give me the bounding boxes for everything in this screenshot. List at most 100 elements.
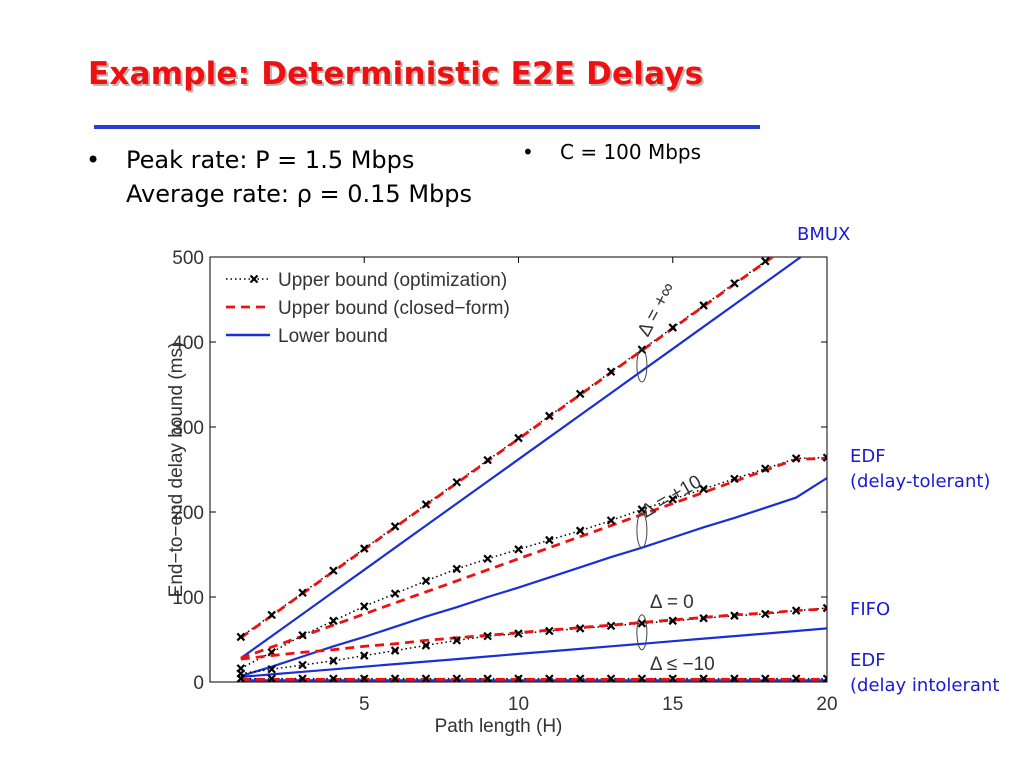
x-marker-stroke xyxy=(668,616,678,626)
legend-swatch-marker xyxy=(249,274,259,284)
optimization-point xyxy=(637,505,647,514)
x-marker-stroke xyxy=(730,674,739,682)
optimization-point xyxy=(545,535,554,545)
optimization-point xyxy=(298,674,307,682)
label-edf-intolerant: EDF (delay intolerant xyxy=(850,648,999,698)
x-marker-stroke xyxy=(452,674,462,682)
x-marker-stroke xyxy=(483,554,492,564)
x-marker-stroke xyxy=(606,516,616,525)
optimization-point xyxy=(452,636,462,645)
optimization-point xyxy=(390,646,400,655)
x-marker-stroke xyxy=(822,677,827,682)
optimization-point xyxy=(699,613,708,623)
optimization-point xyxy=(236,674,246,682)
optimization-point xyxy=(730,674,739,682)
legend-label: Upper bound (optimization) xyxy=(278,270,507,291)
label-edf-intolerant-line1: EDF xyxy=(850,650,886,671)
optimization-point xyxy=(514,629,523,638)
optimization-point xyxy=(637,674,647,682)
x-marker-stroke xyxy=(575,674,585,682)
optimization-point xyxy=(514,433,523,443)
optimization-point xyxy=(359,602,369,611)
optimization-point xyxy=(421,576,431,586)
y-tick-label: 200 xyxy=(172,503,204,524)
x-marker-stroke xyxy=(483,631,492,641)
x-marker-stroke xyxy=(668,674,678,682)
x-marker-stroke xyxy=(298,674,307,682)
bullet-marker: • xyxy=(86,146,101,174)
optimization-point xyxy=(452,674,462,682)
x-marker-stroke xyxy=(452,564,462,574)
optimization-point xyxy=(699,301,708,310)
optimization-point xyxy=(421,500,431,509)
optimization-point xyxy=(298,660,307,670)
delay-bound-chart: 0 100 200 300 400 500 5 10 15 20 Path length (H) En… xyxy=(168,248,838,737)
x-marker-stroke xyxy=(298,660,307,670)
delta-annotation: Δ ≤ −10 xyxy=(650,654,715,675)
x-marker-stroke xyxy=(637,619,647,628)
x-marker-stroke xyxy=(761,609,770,619)
x-marker-stroke xyxy=(390,646,400,655)
optimization-point xyxy=(483,674,492,682)
optimization-point xyxy=(390,589,400,598)
optimization-point xyxy=(637,619,647,628)
x-axis-label: Path length (H) xyxy=(435,716,563,737)
optimization-point xyxy=(514,545,523,554)
x-marker-stroke xyxy=(359,544,369,553)
legend: Upper bound (optimization) Upper bound (c… xyxy=(216,263,566,357)
optimization-point xyxy=(452,477,462,487)
x-marker-stroke xyxy=(359,674,369,682)
x-marker-stroke xyxy=(267,664,276,674)
optimization-point xyxy=(730,279,739,288)
y-tick-label: 100 xyxy=(172,588,204,609)
peak-rate-text: Peak rate: P = 1.5 Mbps xyxy=(126,146,415,174)
x-marker-stroke xyxy=(822,603,827,610)
optimization-point xyxy=(761,609,770,619)
capacity-text: C = 100 Mbps xyxy=(560,140,702,164)
label-fifo: FIFO xyxy=(850,599,891,620)
optimization-point xyxy=(575,624,585,633)
optimization-point xyxy=(606,367,616,377)
x-marker-stroke xyxy=(421,500,431,509)
optimization-point xyxy=(791,454,801,463)
x-marker-stroke xyxy=(421,674,431,682)
bullet-marker: • xyxy=(522,140,534,164)
optimization-point xyxy=(390,522,400,531)
x-marker-stroke xyxy=(668,494,678,504)
x-tick-label: 10 xyxy=(508,694,529,715)
optimization-point xyxy=(575,526,585,535)
optimization-point xyxy=(699,674,708,682)
x-marker-stroke xyxy=(236,632,246,642)
x-marker-stroke xyxy=(575,526,585,535)
y-axis-label: End−to−end delay bound (ms) xyxy=(168,342,187,598)
label-edf-intolerant-line2: (delay intolerant xyxy=(850,675,1000,696)
x-marker-stroke xyxy=(545,626,554,636)
lower-bound-line xyxy=(240,477,827,678)
optimization-point xyxy=(421,674,431,682)
x-marker-stroke xyxy=(822,606,827,613)
optimization-point xyxy=(761,257,770,266)
optimization-point xyxy=(606,621,616,631)
x-marker-stroke xyxy=(514,629,523,638)
optimization-point xyxy=(329,674,338,682)
x-marker-stroke xyxy=(637,674,647,682)
optimization-point xyxy=(791,606,801,615)
optimization-point xyxy=(267,610,276,620)
optimization-point xyxy=(452,564,462,574)
optimization-point xyxy=(575,674,585,682)
lower-bound-line xyxy=(240,257,803,660)
x-marker-stroke xyxy=(606,674,616,682)
legend-label: Upper bound (closed−form) xyxy=(278,298,510,319)
x-marker-stroke xyxy=(483,674,492,682)
x-marker-stroke xyxy=(637,345,647,354)
optimization-point xyxy=(329,616,338,626)
x-marker-stroke xyxy=(267,647,276,657)
optimization-point xyxy=(359,544,369,553)
optimization-point xyxy=(668,494,678,504)
optimization-point xyxy=(514,674,523,682)
annotation-ellipse xyxy=(636,348,648,383)
annotation-ellipse xyxy=(636,614,648,651)
x-marker-stroke xyxy=(236,674,246,682)
label-edf-tolerant: EDF (delay-tolerant) xyxy=(850,444,990,494)
plot-series xyxy=(236,257,827,682)
